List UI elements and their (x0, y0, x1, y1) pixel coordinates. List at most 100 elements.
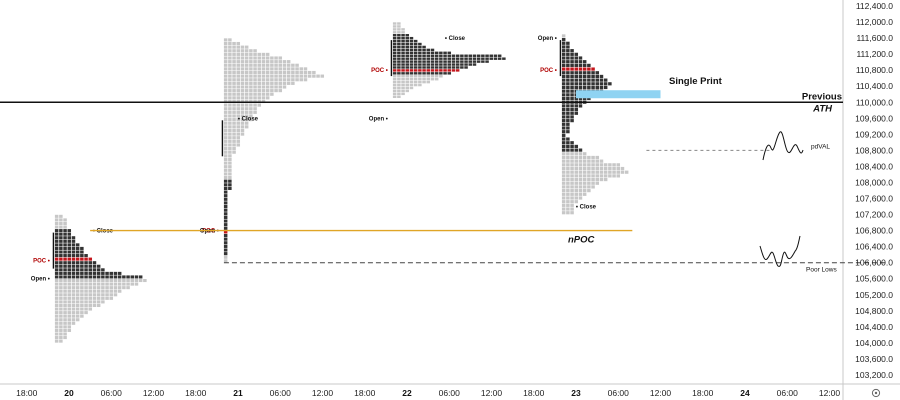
tpo-cell (591, 170, 595, 174)
tpo-cell (253, 74, 257, 78)
tpo-cell (561, 189, 566, 193)
tpo-cell (80, 296, 84, 300)
tpo-cell (88, 264, 93, 268)
tpo-cell (253, 49, 257, 53)
tpo-cell (286, 81, 291, 85)
tpo-cell (261, 92, 266, 96)
tpo-cell (455, 63, 460, 66)
tpo-cell (447, 66, 452, 69)
tpo-cell (75, 275, 80, 279)
tpo-cell (413, 80, 418, 84)
tpo-cell (578, 192, 583, 196)
tpo-cell (401, 72, 405, 75)
tpo-cell (257, 70, 262, 75)
tpo-cell (460, 54, 464, 57)
tpo-cell (228, 63, 232, 67)
tpo-cell (392, 39, 397, 43)
tpo-cell (561, 38, 566, 42)
tpo-cell (80, 261, 84, 265)
tpo-cell (566, 174, 570, 178)
tpo-cell (75, 257, 80, 261)
tpo-cell (443, 60, 447, 63)
tpo-cell (253, 67, 257, 71)
tpo-cell (566, 200, 570, 204)
volume-profiles: POC •Open •• Close POC •Open •• ClosePOC … (31, 22, 629, 343)
tpo-cell (240, 60, 245, 64)
time-axis[interactable]: 18:00 20 06:00 12:00 18:00 21 06:00 12:00 18:00 2… (16, 388, 840, 398)
tpo-cell (451, 60, 456, 63)
tpo-cell (223, 139, 228, 143)
tpo-cell (426, 75, 431, 78)
tpo-cell (595, 174, 600, 178)
tpo-cell (143, 278, 147, 283)
tpo-cell (566, 166, 570, 171)
tpo-cell (54, 293, 59, 297)
tpo-cell (71, 303, 76, 308)
tpo-cell (426, 69, 431, 72)
tpo-cell (67, 303, 72, 308)
tpo-cell (566, 56, 570, 60)
tpo-cell (401, 80, 405, 84)
tpo-cell (80, 289, 84, 293)
tpo-cell (570, 104, 574, 108)
tpo-cell (426, 48, 431, 52)
tpo-cell (236, 107, 241, 111)
tpo-cell (447, 51, 452, 55)
tpo-cell (253, 96, 257, 100)
time-tick-label: 23 (571, 388, 581, 398)
tpo-cell (485, 60, 489, 63)
tpo-cell (570, 196, 574, 200)
tpo-cell (75, 278, 80, 283)
tpo-cell (616, 170, 621, 174)
tpo-cell (117, 278, 122, 283)
tpo-cell (608, 82, 612, 86)
tpo-cell (439, 75, 443, 78)
tpo-cell (566, 93, 570, 97)
tpo-cell (274, 85, 278, 89)
tpo-cell (232, 70, 236, 75)
tpo-cell (228, 67, 232, 71)
tpo-cell (63, 300, 67, 304)
tpo-cell (232, 103, 236, 107)
tpo-cell (249, 60, 253, 64)
tpo-cell (244, 103, 249, 107)
tpo-cell (405, 66, 410, 69)
tpo-cell (409, 66, 414, 69)
tpo-cell (96, 300, 101, 304)
tpo-cell (574, 166, 579, 171)
tpo-cell (232, 67, 236, 71)
price-axis[interactable]: 103,200.0 103,600.0 104,000.0 104,400.0 104,… (855, 1, 893, 380)
tpo-cell (587, 166, 591, 171)
tpo-cell (228, 139, 232, 143)
tpo-cell (113, 282, 118, 286)
tpo-cell (566, 137, 570, 141)
tpo-cell (418, 57, 422, 60)
tpo-cell (223, 244, 228, 248)
price-tick-label: 107,200.0 (855, 210, 893, 220)
tpo-cell (126, 278, 130, 283)
tpo-cell (582, 189, 587, 193)
tpo-cell (422, 69, 426, 72)
time-tick-label: 12:00 (819, 388, 841, 398)
tpo-cell (54, 318, 59, 322)
tpo-cell (608, 170, 612, 174)
tpo-cell (570, 192, 574, 196)
tpo-cell (286, 70, 291, 75)
tpo-cell (54, 278, 59, 283)
tpo-cell (223, 157, 228, 162)
tpo-cell (54, 289, 59, 293)
tpo-cell (59, 261, 63, 265)
tpo-cell (96, 268, 101, 272)
tpo-cell (232, 52, 236, 56)
price-tick-label: 110,000.0 (856, 97, 893, 107)
tpo-cell (59, 336, 63, 340)
tpo-cell (307, 70, 312, 75)
tpo-cell (59, 303, 63, 308)
gear-icon[interactable] (871, 388, 881, 398)
tpo-cell (481, 57, 485, 60)
tpo-cell (422, 54, 426, 57)
tpo-cell (223, 179, 228, 183)
tpo-cell (223, 103, 228, 107)
tpo-cell (426, 80, 431, 84)
tpo-cell (405, 54, 410, 57)
